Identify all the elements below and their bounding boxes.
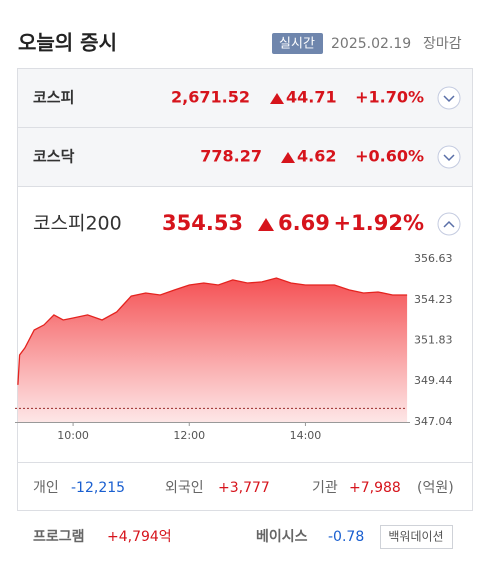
investor-value: +3,777 — [218, 480, 270, 496]
index-rate: +0.60% — [355, 147, 424, 166]
program-label: 프로그램 — [33, 528, 85, 545]
index-name: 코스피 — [33, 89, 74, 107]
unit: (억원) — [417, 480, 454, 496]
collapse-button[interactable] — [437, 212, 461, 236]
expand-button[interactable] — [437, 86, 461, 110]
investor-label: 외국인 — [165, 480, 204, 496]
index-rate: +1.70% — [355, 88, 424, 107]
chart: 347.04 349.44 351.83 354.23 356.63 10:00 12:00… — [15, 252, 453, 442]
index-rate: +1.92% — [334, 211, 424, 235]
program-value: +4,794억 — [107, 529, 172, 545]
index-name: 코스피200 — [33, 213, 122, 235]
row-bg — [18, 69, 472, 127]
investor-label: 개인 — [33, 480, 59, 496]
title: 오늘의 증시 — [18, 31, 117, 55]
investor-label: 기관 — [312, 480, 338, 496]
status: 장마감 — [423, 36, 462, 52]
basis-value: -0.78 — [328, 529, 364, 545]
investor-value: +7,988 — [349, 480, 401, 496]
badge-bg — [272, 33, 323, 54]
investor-value: -12,215 — [71, 480, 125, 496]
index-value: 2,671.52 — [171, 88, 250, 107]
index-name: 코스닥 — [33, 148, 75, 166]
up-icon — [270, 93, 284, 104]
x-tick-label: 10:00 — [57, 429, 89, 442]
up-icon — [258, 218, 274, 231]
badge: 실시간 — [279, 37, 315, 52]
row-bg — [18, 128, 472, 186]
x-tick-label: 12:00 — [173, 429, 205, 442]
basis-button[interactable]: 백워데이션 — [388, 530, 443, 544]
date: 2025.02.19 — [331, 36, 411, 52]
y-tick-label: 354.23 — [414, 293, 453, 306]
index-change: 44.71 — [286, 88, 337, 107]
y-tick-label: 356.63 — [414, 252, 453, 265]
y-tick-label: 351.83 — [414, 334, 453, 347]
y-tick-label: 347.04 — [414, 415, 453, 428]
area — [17, 278, 408, 422]
line — [17, 277, 408, 385]
expand-button[interactable] — [437, 145, 461, 169]
x-tick-label: 14:00 — [290, 429, 322, 442]
index-change: 6.69 — [278, 211, 330, 235]
basis-button-bg[interactable] — [380, 525, 453, 549]
index-value: 354.53 — [162, 211, 243, 235]
up-icon — [281, 152, 295, 163]
y-tick-label: 349.44 — [414, 374, 453, 387]
index-change: 4.62 — [297, 147, 336, 166]
basis-label: 베이시스 — [256, 528, 308, 545]
index-value: 778.27 — [200, 147, 262, 166]
